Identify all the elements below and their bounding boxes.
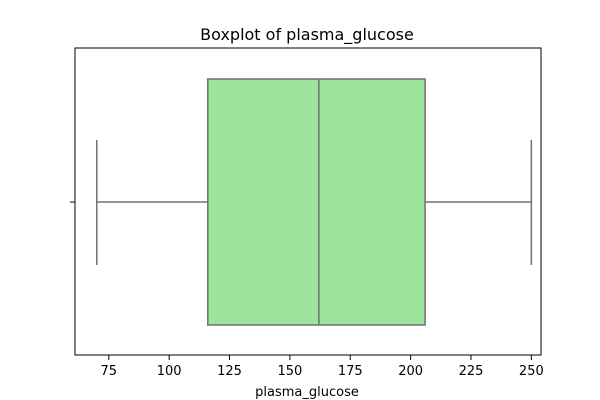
x-tick-label: 100 — [157, 364, 182, 379]
x-tick-label: 250 — [519, 364, 544, 379]
x-tick-label: 150 — [277, 364, 302, 379]
chart-title: Boxplot of plasma_glucose — [200, 25, 414, 45]
box-group — [95, 78, 533, 326]
x-tick-label: 200 — [398, 364, 423, 379]
x-tick-label: 75 — [101, 364, 118, 379]
x-axis-ticks: 75 100 125 150 175 200 225 250 — [101, 355, 544, 379]
iqr-box — [207, 78, 426, 326]
x-tick-label: 175 — [338, 364, 363, 379]
x-tick-label: 125 — [217, 364, 242, 379]
x-axis-label: plasma_glucose — [255, 385, 359, 400]
x-tick-label: 225 — [459, 364, 484, 379]
